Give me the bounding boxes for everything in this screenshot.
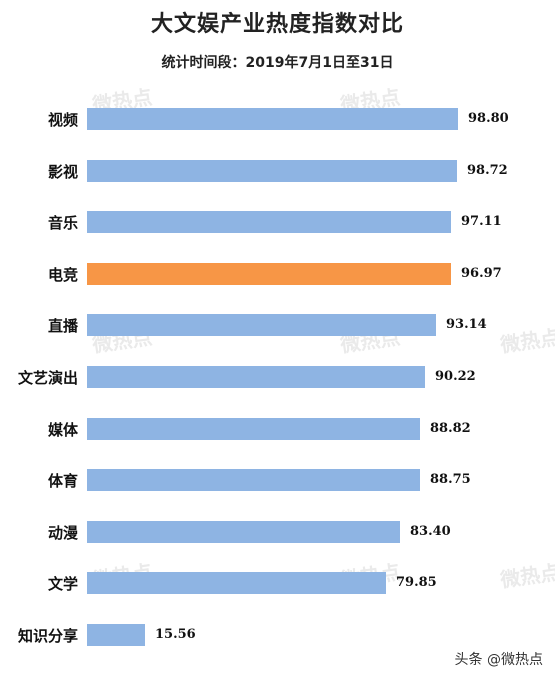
bar (87, 469, 420, 491)
bar (87, 418, 420, 440)
value-label: 88.82 (430, 421, 471, 436)
bar (87, 572, 386, 594)
value-label: 97.11 (461, 214, 502, 229)
category-label: 体育 (47, 472, 78, 490)
category-label: 音乐 (47, 214, 78, 232)
value-label: 96.97 (461, 266, 502, 281)
value-label: 98.80 (468, 111, 509, 126)
chart-title: 大文娱产业热度指数对比 (150, 12, 404, 37)
bar (87, 160, 457, 182)
value-label: 93.14 (446, 317, 487, 332)
value-label: 83.40 (410, 524, 451, 539)
source-credit: 头条 @微热点 (454, 652, 543, 668)
category-label: 媒体 (47, 421, 78, 439)
watermark-text: 微热点 (498, 559, 555, 593)
bar (87, 314, 436, 336)
category-label: 文艺演出 (17, 369, 78, 387)
bar (87, 263, 451, 285)
value-label: 90.22 (435, 369, 476, 384)
bar (87, 366, 425, 388)
bar (87, 624, 145, 646)
category-label: 动漫 (47, 524, 78, 542)
value-label: 88.75 (430, 472, 471, 487)
category-label: 视频 (47, 111, 78, 129)
category-label: 电竞 (47, 266, 78, 284)
watermark-text: 微热点 (498, 324, 555, 358)
value-label: 98.72 (467, 163, 508, 178)
chart-subtitle: 统计时间段：2019年7月1日至31日 (161, 55, 394, 71)
category-label: 影视 (47, 163, 78, 181)
category-label: 知识分享 (17, 627, 78, 645)
category-label: 文学 (47, 575, 78, 593)
value-label: 79.85 (396, 575, 437, 590)
bar (87, 521, 400, 543)
bar (87, 108, 458, 130)
value-label: 15.56 (155, 627, 196, 642)
category-label: 直播 (47, 317, 78, 335)
bar (87, 211, 451, 233)
